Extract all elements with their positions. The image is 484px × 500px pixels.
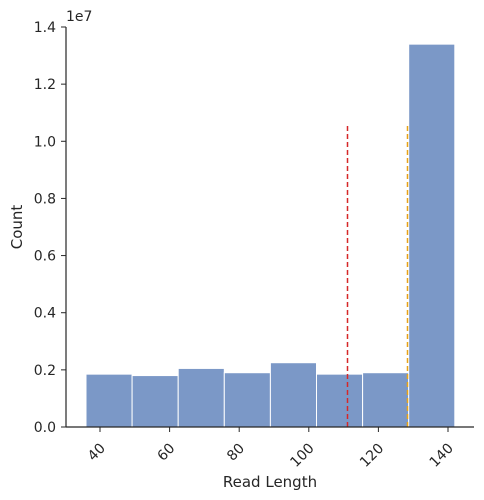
x-tick-labels: 40 60 80 100 120 140 <box>85 427 457 471</box>
x-tick-label: 60 <box>155 441 179 465</box>
y-tick-label: 0.0 <box>34 420 56 436</box>
histogram-bars <box>85 43 456 428</box>
y-axis-label: Count <box>8 205 26 250</box>
y-tick-label: 0.6 <box>34 249 56 265</box>
y-exponent-label: 1e7 <box>66 9 92 25</box>
histogram-bar <box>85 373 133 428</box>
y-tick-label: 0.2 <box>34 363 56 379</box>
histogram-bar <box>316 373 364 428</box>
x-tick-label: 140 <box>427 441 457 471</box>
reference-lines <box>346 125 409 427</box>
histogram-bar <box>223 372 271 428</box>
histogram-bar <box>131 375 179 428</box>
y-tick-label: 0.4 <box>34 306 56 322</box>
y-tick-label: 0.8 <box>34 191 56 207</box>
x-tick-label: 80 <box>224 441 248 465</box>
x-tick-label: 100 <box>287 441 317 471</box>
y-tick-label: 1.2 <box>34 77 56 93</box>
histogram-bar <box>408 43 456 428</box>
histogram-bar <box>177 367 225 428</box>
histogram-bar <box>362 372 410 428</box>
histogram-bar <box>269 362 317 428</box>
x-tick-label: 120 <box>357 441 387 471</box>
y-tick-labels: 0.0 0.2 0.4 0.6 0.8 1.0 1.2 1.4 <box>34 20 66 436</box>
y-tick-label: 1.0 <box>34 134 56 150</box>
x-axis-label: Read Length <box>223 473 317 491</box>
y-tick-label: 1.4 <box>34 20 56 36</box>
x-tick-label: 40 <box>85 441 109 465</box>
